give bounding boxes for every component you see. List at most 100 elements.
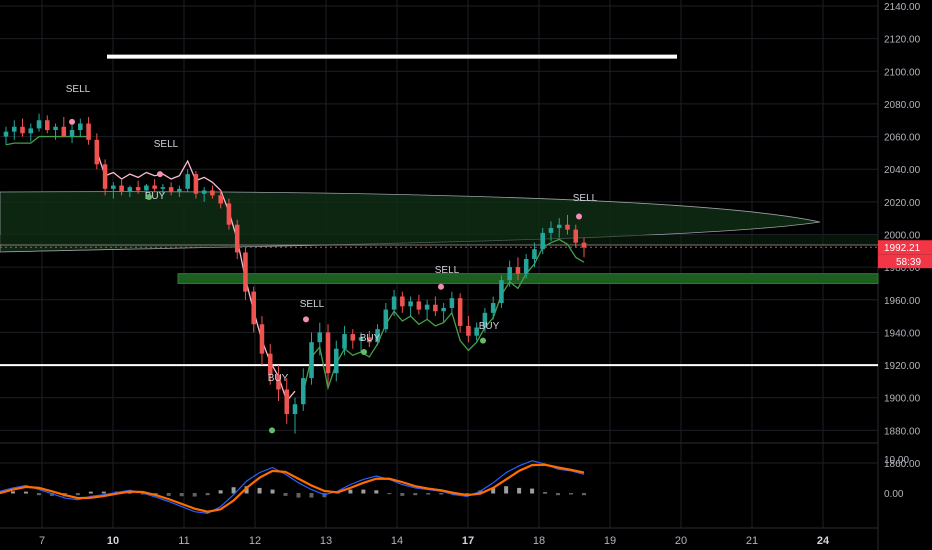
candle-body (111, 185, 116, 189)
candle-body (36, 120, 42, 129)
osc-histogram-bar (283, 493, 288, 496)
candle-body (548, 227, 554, 233)
trailing-stop-long (5, 135, 585, 393)
candle-body (185, 174, 190, 189)
signal-label-sell: SELL (300, 299, 325, 310)
time-tick-label: 19 (604, 535, 616, 547)
osc-histogram-bar (296, 493, 301, 498)
candle-body (532, 249, 537, 259)
demand-zone (177, 273, 879, 284)
candle-body (375, 329, 380, 343)
candle-body (334, 348, 339, 374)
osc-fast-line (0, 460, 585, 515)
signal-dot-buy (361, 349, 367, 356)
osc-histogram-bar (530, 488, 535, 494)
osc-histogram-bar (556, 493, 561, 496)
candle-body (482, 312, 488, 328)
candle-body (3, 131, 9, 137)
candle-body (300, 378, 306, 405)
candle-body (135, 187, 141, 191)
candle-body (474, 327, 479, 336)
candle-body (317, 332, 323, 343)
signal-dot-sell (438, 283, 444, 290)
osc-histogram-bar (179, 493, 184, 497)
price-tick-label: 2000.00 (884, 231, 921, 242)
osc-histogram-bar (517, 487, 522, 494)
candle-body (251, 291, 256, 325)
time-tick-label: 18 (533, 535, 545, 547)
candle-body (581, 242, 587, 248)
candle-body (201, 190, 207, 194)
countdown-badge (878, 254, 932, 269)
price-tick-label: 1880.00 (884, 426, 921, 437)
zone-band-faint (0, 235, 878, 245)
price-tick-label: 2140.00 (884, 2, 921, 13)
price-tick-label: 1860.00 (884, 459, 921, 470)
time-tick-label: 7 (39, 535, 45, 547)
osc-histogram-bar (270, 489, 275, 494)
candle-body (127, 187, 133, 193)
time-axis[interactable]: 7 10 11 12 13 14 17 18 19 20 21 24 (39, 535, 830, 547)
signal-layer: SELL SELL BUY BUY SELL BUY SELL BUY SELL (66, 84, 598, 434)
osc-histogram-bar (88, 491, 93, 494)
time-tick-label: 20 (675, 535, 687, 547)
price-tick-label: 1960.00 (884, 296, 921, 307)
current-price-badge (878, 240, 932, 255)
osc-histogram-bar (75, 493, 80, 496)
signal-label-sell: SELL (573, 193, 598, 204)
candle-body (367, 337, 372, 343)
candle-body (177, 188, 182, 193)
candle-body (350, 334, 356, 341)
candle-body (11, 126, 17, 132)
osc-histogram-bar (374, 490, 379, 494)
signal-dot-sell (576, 213, 582, 220)
signal-dot-sell (69, 118, 75, 125)
osc-histogram-bar (49, 493, 54, 496)
candle-body (69, 130, 75, 137)
candle-body (259, 324, 265, 354)
time-tick-label: 14 (391, 535, 403, 547)
signal-dot-sell (303, 316, 309, 323)
price-tick-label: 2100.00 (884, 67, 921, 78)
candle-body (565, 224, 570, 230)
candle-body (523, 258, 529, 274)
time-tick-label: 11 (178, 535, 189, 547)
price-axis[interactable]: 2140.00 2120.00 2100.00 2080.00 2060.00 2040.… (878, 2, 932, 500)
signal-dot-buy (480, 337, 486, 344)
osc-histogram-bar (439, 493, 444, 495)
osc-histogram-bar (218, 490, 223, 494)
candle-body (433, 304, 438, 312)
signal-dot-sell (157, 171, 163, 178)
candle-body (556, 224, 562, 228)
osc-histogram-bar (348, 489, 353, 494)
candle-body (94, 139, 100, 165)
time-tick-label: 17 (462, 535, 474, 547)
candle-body (226, 203, 232, 225)
osc-histogram-bar (582, 493, 586, 496)
candle-body (342, 334, 347, 349)
countdown-label: 58:39 (896, 257, 921, 268)
candle-body (391, 296, 397, 310)
signal-label-buy: BUY (268, 373, 289, 384)
candle-body (424, 304, 430, 310)
candle-body (168, 187, 174, 193)
candle-body (325, 332, 331, 374)
osc-histogram-bar (231, 487, 236, 494)
osc-histogram-bar (400, 493, 405, 496)
osc-tick-label: 0.00 (884, 489, 904, 500)
candle-body (441, 307, 446, 312)
osc-histogram-bar (36, 493, 41, 496)
candle-body (160, 187, 166, 189)
signal-label-sell: SELL (154, 139, 179, 150)
candle-body (53, 126, 58, 131)
candle-body (102, 164, 108, 189)
time-tick-label: 13 (320, 535, 332, 547)
price-tick-label: 2080.00 (884, 100, 921, 111)
candle-body (267, 353, 273, 375)
candle-body (466, 325, 471, 336)
candle-body (515, 267, 521, 274)
osc-histogram-bar (10, 491, 15, 494)
candle-layer[interactable] (3, 113, 587, 434)
osc-slow-line (0, 463, 585, 513)
